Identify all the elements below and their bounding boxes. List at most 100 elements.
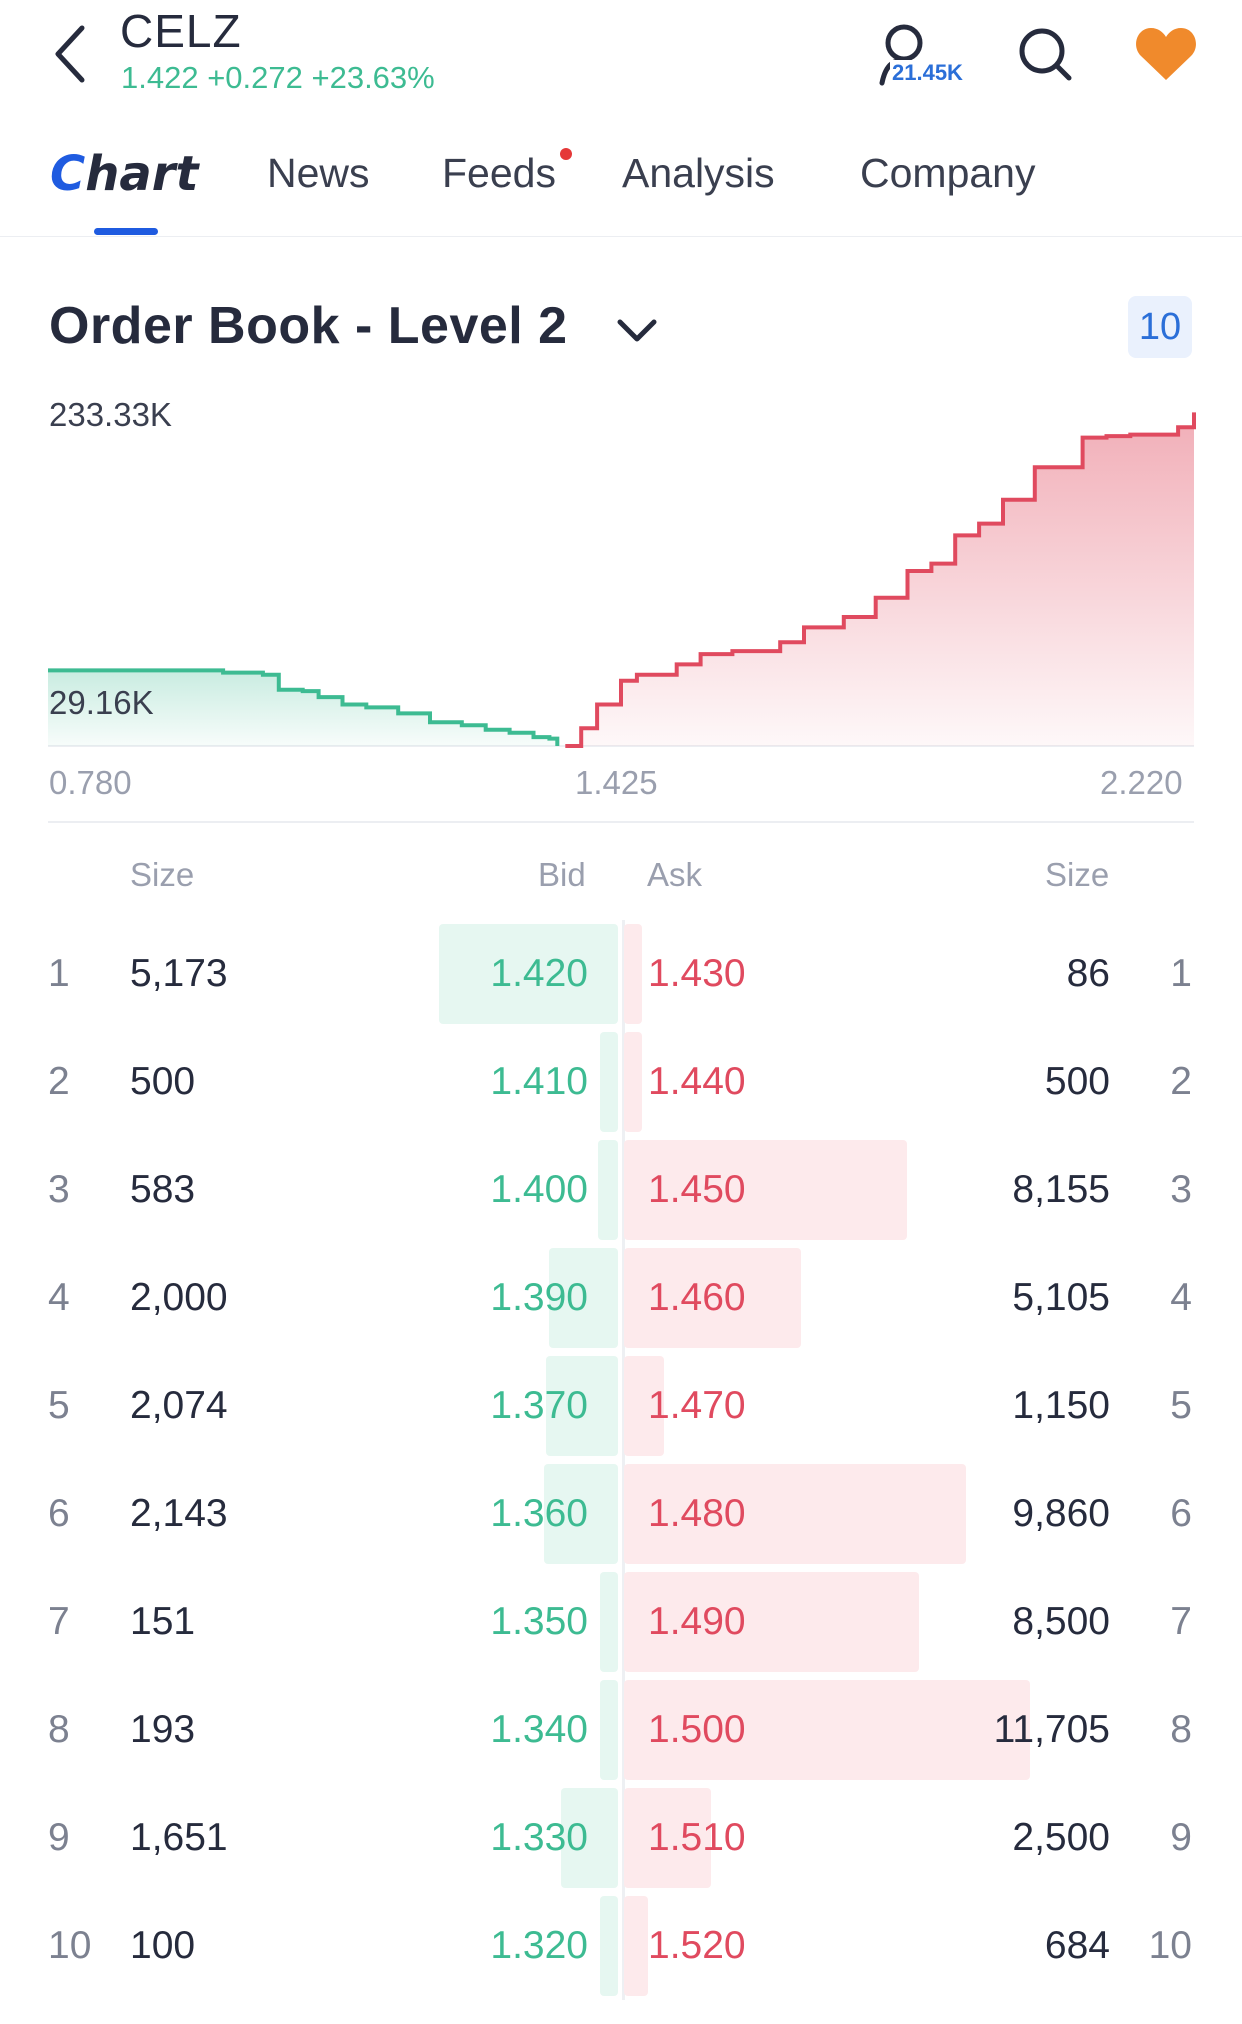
depth-bid-level-label: 29.16K bbox=[49, 684, 154, 721]
bid-rank: 4 bbox=[48, 1276, 70, 1319]
ask-rank: 8 bbox=[1170, 1708, 1192, 1751]
tab-feeds[interactable]: Feeds bbox=[442, 150, 556, 196]
back-button[interactable] bbox=[40, 14, 100, 94]
ask-rank: 2 bbox=[1170, 1060, 1192, 1103]
bid-depth-area bbox=[48, 670, 558, 746]
depth-level-badge[interactable]: 10 bbox=[1128, 296, 1192, 358]
ask-rank: 10 bbox=[1148, 1924, 1192, 1967]
bid-rank: 2 bbox=[48, 1060, 70, 1103]
ask-price: 1.470 bbox=[648, 1384, 746, 1427]
order-book-row[interactable]: 7 151 1.350 1.490 8,500 7 bbox=[0, 1572, 1242, 1680]
depth-chart bbox=[48, 412, 1196, 748]
bid-price: 1.420 bbox=[490, 952, 588, 995]
bid-size: 100 bbox=[130, 1924, 196, 1967]
bid-volume-bar bbox=[438, 924, 618, 1024]
order-book-row[interactable]: 5 2,074 1.370 1.470 1,150 5 bbox=[0, 1356, 1242, 1464]
price-change-quote: 1.422 +0.272 +23.63% bbox=[121, 60, 435, 95]
feeds-notification-dot bbox=[560, 148, 572, 160]
bid-volume-bar bbox=[600, 1032, 618, 1132]
order-book-title[interactable]: Order Book - Level 2 bbox=[49, 297, 568, 355]
search-button[interactable] bbox=[1010, 14, 1080, 94]
ask-volume-bar bbox=[624, 1248, 801, 1348]
bid-price: 1.360 bbox=[490, 1492, 588, 1535]
bid-price: 1.350 bbox=[490, 1600, 588, 1643]
order-book-row[interactable]: 10 100 1.320 1.520 684 10 bbox=[0, 1896, 1242, 2004]
ask-price: 1.510 bbox=[648, 1816, 746, 1859]
depth-max-label: 233.33K bbox=[49, 396, 172, 433]
tab-news[interactable]: News bbox=[267, 150, 370, 196]
x-axis-mid-label: 1.425 bbox=[575, 764, 658, 801]
bid-price: 1.410 bbox=[490, 1060, 588, 1103]
order-book-row[interactable]: 6 2,143 1.360 1.480 9,860 6 bbox=[0, 1464, 1242, 1572]
ask-size-header: Size bbox=[1045, 856, 1110, 893]
bid-volume-bar bbox=[600, 1896, 618, 1996]
bid-volume-bar bbox=[546, 1356, 618, 1456]
order-book-row[interactable]: 4 2,000 1.390 1.460 5,105 4 bbox=[0, 1248, 1242, 1356]
order-book-row[interactable]: 9 1,651 1.330 1.510 2,500 9 bbox=[0, 1788, 1242, 1896]
bid-size: 5,173 bbox=[130, 952, 228, 995]
chevron-down-icon bbox=[617, 319, 657, 342]
bid-price: 1.370 bbox=[490, 1384, 588, 1427]
order-book-level-dropdown[interactable] bbox=[612, 306, 662, 356]
ask-price: 1.500 bbox=[648, 1708, 746, 1751]
ask-size: 8,500 bbox=[1012, 1600, 1110, 1643]
ask-price: 1.520 bbox=[648, 1924, 746, 1967]
bid-rank: 6 bbox=[48, 1492, 70, 1535]
bid-price: 1.320 bbox=[490, 1924, 588, 1967]
ask-price: 1.480 bbox=[648, 1492, 746, 1535]
x-axis-max-label: 2.220 bbox=[1100, 764, 1183, 801]
ask-size: 8,155 bbox=[1012, 1168, 1110, 1211]
order-book-row[interactable]: 3 583 1.400 1.450 8,155 3 bbox=[0, 1140, 1242, 1248]
ask-size: 2,500 bbox=[1012, 1816, 1110, 1859]
chevron-left-icon bbox=[55, 25, 85, 83]
bid-volume-bar bbox=[600, 1680, 618, 1780]
bid-volume-bar bbox=[543, 1464, 618, 1564]
bid-volume-bar bbox=[597, 1140, 618, 1240]
bid-size: 2,000 bbox=[130, 1276, 228, 1319]
followers-count: 21.45K bbox=[890, 60, 965, 86]
ask-price: 1.450 bbox=[648, 1168, 746, 1211]
x-axis-min-label: 0.780 bbox=[49, 764, 132, 801]
order-book-row[interactable]: 8 193 1.340 1.500 11,705 8 bbox=[0, 1680, 1242, 1788]
ask-size: 500 bbox=[1044, 1060, 1110, 1103]
ask-volume-bar bbox=[624, 1356, 664, 1456]
bid-price: 1.340 bbox=[490, 1708, 588, 1751]
bid-rank: 9 bbox=[48, 1816, 70, 1859]
ask-price: 1.460 bbox=[648, 1276, 746, 1319]
bid-depth-line bbox=[48, 668, 560, 746]
ask-header: Ask bbox=[647, 856, 703, 893]
bid-rank: 10 bbox=[48, 1924, 92, 1967]
ask-size: 684 bbox=[1044, 1924, 1110, 1967]
order-book-row[interactable]: 1 5,173 1.420 1.430 86 1 bbox=[0, 924, 1242, 1032]
bid-rank: 1 bbox=[48, 952, 70, 995]
bid-ask-separator bbox=[622, 920, 625, 2000]
app-header: CELZ 1.422 +0.272 +23.63% 21.45K bbox=[0, 0, 1242, 120]
tab-analysis[interactable]: Analysis bbox=[622, 150, 775, 196]
ask-price: 1.430 bbox=[648, 952, 746, 995]
favorite-button[interactable] bbox=[1128, 14, 1204, 94]
ask-rank: 6 bbox=[1170, 1492, 1192, 1535]
bid-rank: 3 bbox=[48, 1168, 70, 1211]
ask-price: 1.440 bbox=[648, 1060, 746, 1103]
ask-rank: 5 bbox=[1170, 1384, 1192, 1427]
active-tab-indicator bbox=[94, 228, 158, 235]
ask-size: 1,150 bbox=[1012, 1384, 1110, 1427]
bid-size: 193 bbox=[130, 1708, 196, 1751]
ask-rank: 7 bbox=[1170, 1600, 1192, 1643]
ask-volume-bar bbox=[624, 1032, 642, 1132]
ask-depth-area bbox=[565, 412, 1194, 746]
tab-company[interactable]: Company bbox=[860, 150, 1036, 196]
bid-header: Bid bbox=[538, 856, 586, 893]
bid-size: 500 bbox=[130, 1060, 196, 1103]
chart-divider bbox=[48, 821, 1194, 823]
tab-chart[interactable]: Chart bbox=[50, 146, 199, 202]
ask-depth-line bbox=[565, 412, 1196, 748]
ask-rank: 9 bbox=[1170, 1816, 1192, 1859]
order-book-row[interactable]: 2 500 1.410 1.440 500 2 bbox=[0, 1032, 1242, 1140]
bid-volume-bar bbox=[548, 1248, 618, 1348]
bid-price: 1.330 bbox=[490, 1816, 588, 1859]
bid-size: 2,074 bbox=[130, 1384, 228, 1427]
ask-volume-bar bbox=[624, 1788, 711, 1888]
ask-size: 11,705 bbox=[993, 1708, 1110, 1751]
ask-size: 9,860 bbox=[1012, 1492, 1110, 1535]
